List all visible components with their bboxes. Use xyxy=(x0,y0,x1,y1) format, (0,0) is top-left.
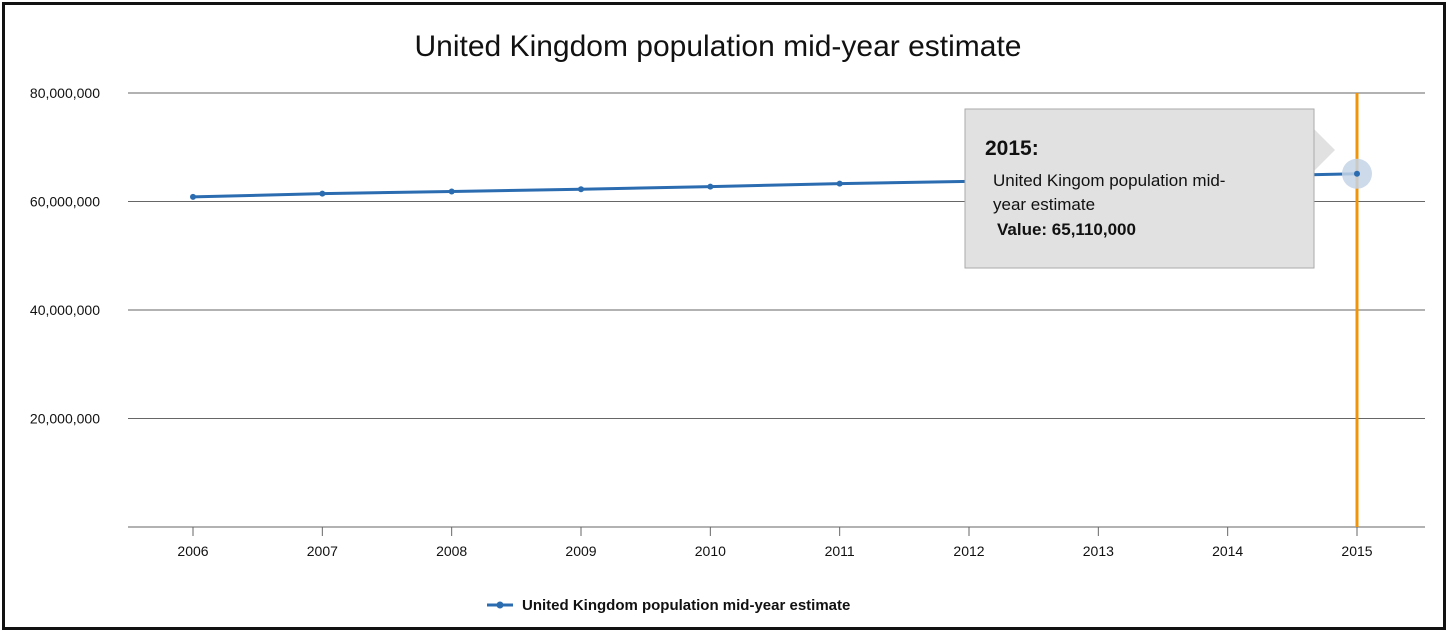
legend-point-marker xyxy=(496,601,504,609)
data-point[interactable] xyxy=(707,183,714,190)
chart-title: United Kingdom population mid-year estim… xyxy=(415,30,1022,63)
data-point[interactable] xyxy=(836,180,843,187)
y-tick-label: 20,000,000 xyxy=(30,411,100,427)
x-tick-label: 2015 xyxy=(1341,543,1372,559)
data-point[interactable] xyxy=(578,186,584,193)
x-tick-label: 2009 xyxy=(565,543,596,559)
x-axis-ticks: 2006 2007 2008 2009 2010 2011 2012 2013 2014 2015 xyxy=(177,527,1373,559)
tooltip-series-line2: year estimate xyxy=(993,195,1095,214)
data-point[interactable] xyxy=(448,188,455,195)
x-tick-label: 2010 xyxy=(695,543,726,559)
tooltip-box xyxy=(964,108,1315,269)
x-tick-label: 2012 xyxy=(953,543,984,559)
legend[interactable]: United Kingdom population mid-year estim… xyxy=(487,597,850,614)
y-tick-label: 40,000,000 xyxy=(30,302,100,318)
tooltip-arrow xyxy=(1313,128,1335,172)
x-tick-label: 2013 xyxy=(1083,543,1114,559)
data-point[interactable] xyxy=(319,190,326,197)
x-tick-label: 2007 xyxy=(307,543,338,559)
gridlines xyxy=(128,92,1425,528)
x-tick-label: 2008 xyxy=(436,543,467,559)
y-axis-ticks: 20,000,000 40,000,000 60,000,000 80,000,000 xyxy=(30,85,100,427)
y-tick-label: 80,000,000 xyxy=(30,85,100,101)
x-tick-label: 2011 xyxy=(825,543,855,559)
x-tick-label: 2014 xyxy=(1212,543,1243,559)
data-point[interactable] xyxy=(1354,170,1360,177)
legend-label: United Kingdom population mid-year estim… xyxy=(522,597,850,614)
y-tick-label: 60,000,000 xyxy=(30,194,100,210)
tooltip: 2015: United Kingom population mid- year… xyxy=(964,108,1335,269)
data-point[interactable] xyxy=(190,193,196,200)
tooltip-title: 2015: xyxy=(985,137,1039,160)
x-tick-label: 2006 xyxy=(177,543,208,559)
tooltip-series-line1: United Kingom population mid- xyxy=(993,171,1225,190)
tooltip-value: Value: 65,110,000 xyxy=(997,220,1136,239)
